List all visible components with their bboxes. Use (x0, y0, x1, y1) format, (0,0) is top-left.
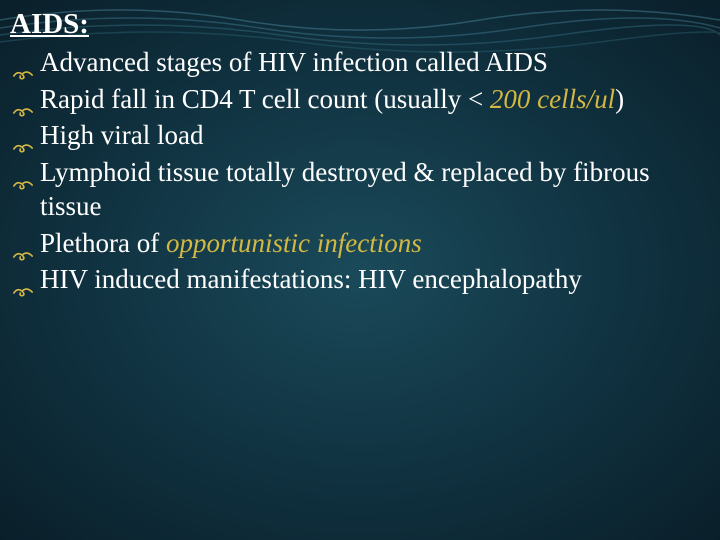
content-area: AIDS: Advanced stages of HIV infection c… (0, 0, 720, 309)
text-segment: ) (615, 84, 624, 114)
bullet-item: Advanced stages of HIV infection called … (10, 45, 710, 80)
text-segment: Rapid fall in CD4 T cell count (usually … (40, 84, 490, 114)
slide-title: AIDS: (10, 8, 710, 41)
swirl-icon (12, 94, 34, 108)
text-segment: Lymphoid tissue totally destroyed & repl… (40, 157, 650, 222)
swirl-icon (12, 238, 34, 252)
bullet-item: HIV induced manifestations: HIV encephal… (10, 262, 710, 297)
bullet-item: High viral load (10, 118, 710, 153)
bullet-item: Plethora of opportunistic infections (10, 226, 710, 261)
text-segment: High viral load (40, 120, 203, 150)
swirl-icon (12, 130, 34, 144)
text-segment: 200 cells/ul (490, 84, 615, 114)
slide: AIDS: Advanced stages of HIV infection c… (0, 0, 720, 540)
text-segment: HIV induced manifestations: HIV encephal… (40, 264, 582, 294)
text-segment: Advanced stages of HIV infection called … (40, 47, 548, 77)
text-segment: Plethora of (40, 228, 166, 258)
bullet-list: Advanced stages of HIV infection called … (10, 45, 710, 297)
text-segment: opportunistic infections (166, 228, 422, 258)
swirl-icon (12, 57, 34, 71)
swirl-icon (12, 274, 34, 288)
bullet-item: Rapid fall in CD4 T cell count (usually … (10, 82, 710, 117)
bullet-item: Lymphoid tissue totally destroyed & repl… (10, 155, 710, 224)
swirl-icon (12, 167, 34, 181)
